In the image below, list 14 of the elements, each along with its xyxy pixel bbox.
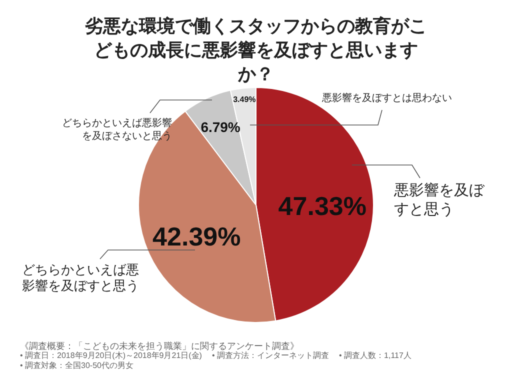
data-label: 42.39% (152, 222, 241, 252)
data-label: 6.79% (200, 119, 241, 136)
slice-label: どちらかといえば悪影響を及ぼすと思う (22, 262, 140, 294)
text: • 調査人数：1,117人 (339, 351, 412, 361)
slice-label: 悪影響を及ぼすとは思わない (322, 93, 453, 106)
text: • 調査方法：インターネット調査 (212, 351, 329, 361)
text: 《調査概要：「こどもの未来を担う職業」に関するアンケート調査》 (20, 341, 300, 351)
slice-label: 悪影響を及ぼすと思う (394, 182, 486, 220)
data-label: 47.33% (278, 190, 366, 221)
text: • 調査対象：全国30-50代の男女 (20, 361, 134, 371)
chart-title: 劣悪な環境で働くスタッフからの教育がこどもの成長に悪影響を及ぼすと思いますか？ (84, 15, 428, 86)
data-label: 3.49% (233, 95, 256, 104)
slice-label: どちらかといえば悪影響を及ぼさないと思う (62, 118, 172, 143)
text: • 調査日：2018年9月20日(木)～2018年9月21日(金) (20, 351, 202, 361)
